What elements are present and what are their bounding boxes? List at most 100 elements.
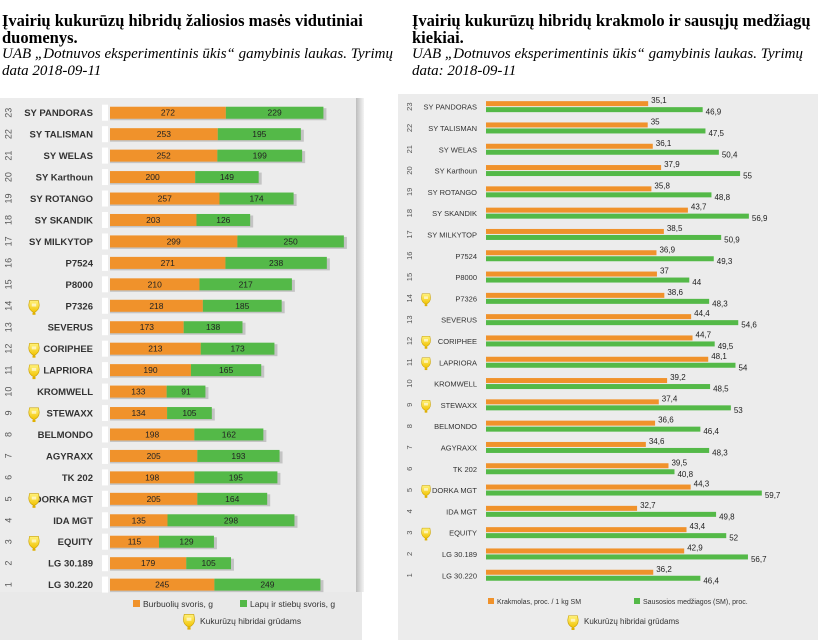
chart1-bar-label-burbuoles: 252 bbox=[157, 151, 171, 161]
chart1-bar-burbuoles bbox=[110, 364, 191, 377]
chart1-bar-label-burbuoles: 245 bbox=[155, 580, 169, 590]
chart1-bar-label-lapai: 126 bbox=[216, 215, 230, 225]
chart1-bar-lapai bbox=[194, 428, 264, 441]
chart1-bar-lapai bbox=[167, 514, 295, 527]
chart1-category-label: CORIPHEE bbox=[43, 344, 93, 355]
chart2-bar-label-krakmolas: 38,6 bbox=[667, 288, 683, 297]
chart2-category-label: P8000 bbox=[455, 273, 477, 282]
chart2-row-number: 17 bbox=[405, 230, 414, 238]
chart1-bar-label-lapai: 105 bbox=[202, 558, 216, 568]
chart1-grain-hybrid-icon bbox=[28, 536, 40, 551]
chart1-bar-burbuoles bbox=[110, 385, 167, 398]
chart1-bar-label-lapai: 249 bbox=[260, 580, 274, 590]
chart1-bar-lapai bbox=[195, 171, 259, 184]
chart1-row-number: 19 bbox=[3, 194, 13, 204]
chart1-category-label: SY SKANDIK bbox=[35, 215, 94, 226]
chart1-bar-label-lapai: 199 bbox=[253, 151, 267, 161]
chart1-legend-label-burbuoles: Burbuolių svoris, g bbox=[143, 599, 213, 609]
chart1-bar-burbuoles bbox=[110, 342, 201, 355]
chart2-row-number: 5 bbox=[405, 488, 414, 492]
chart1-bar-lapai bbox=[197, 449, 280, 462]
chart1-legend-label-lapai: Lapų ir stiebų svoris, g bbox=[250, 599, 335, 609]
chart2-bar-label-krakmolas: 35,8 bbox=[654, 181, 670, 190]
chart2-bar-krakmolas bbox=[486, 186, 652, 192]
chart2-bar-label-krakmolas: 43,4 bbox=[690, 522, 706, 531]
chart2-bar-label-sausosios: 47,5 bbox=[708, 129, 724, 138]
chart1-bar-lapai bbox=[237, 235, 344, 248]
chart2-category-label: STEWAXX bbox=[441, 401, 477, 410]
chart2-category-label: SY ROTANGO bbox=[428, 188, 477, 197]
chart2-category-label: P7524 bbox=[455, 252, 477, 261]
chart1-bar-lapai bbox=[225, 106, 324, 119]
chart1-bar-label-burbuoles: 271 bbox=[161, 258, 175, 268]
chart2-row-number: 21 bbox=[405, 145, 414, 153]
chart2-category-label: IDA MGT bbox=[446, 507, 477, 516]
chart2-title-bold: Įvairių kukurūzų hibridų krakmolo ir sau… bbox=[412, 11, 811, 47]
chart1-bar-label-burbuoles: 205 bbox=[147, 494, 161, 504]
chart2-bar-krakmolas bbox=[486, 207, 688, 213]
chart2-category-label: LG 30.189 bbox=[442, 550, 477, 559]
chart2-row-number: 1 bbox=[405, 573, 414, 577]
chart1-bar-label-lapai: 173 bbox=[230, 344, 244, 354]
chart1-row-slot bbox=[102, 340, 108, 357]
chart2-grain-hybrid-icon bbox=[421, 293, 431, 307]
chart2-title-sub: UAB „Dotnuvos eksperimentinis ūkis“ gamy… bbox=[412, 46, 803, 79]
chart1-bar-label-lapai: 217 bbox=[239, 279, 253, 289]
chart1-bar-label-burbuoles: 203 bbox=[146, 215, 160, 225]
chart2-bar-krakmolas bbox=[486, 356, 709, 362]
chart1-bar-label-lapai: 193 bbox=[231, 451, 245, 461]
chart1-bar-label-burbuoles: 173 bbox=[140, 322, 154, 332]
chart2-grain-hybrid-icon bbox=[421, 357, 431, 371]
chart1-row-number: 6 bbox=[3, 475, 13, 480]
chart2-bar-sausosios bbox=[486, 107, 703, 113]
chart1-bar-label-lapai: 165 bbox=[219, 365, 233, 375]
chart1-bar-label-burbuoles: 205 bbox=[147, 451, 161, 461]
chart2-legend-swatch-sausosios bbox=[634, 598, 640, 604]
chart2-row-number: 15 bbox=[405, 273, 414, 281]
chart2-bar-sausosios bbox=[486, 298, 710, 304]
chart1-bar-label-burbuoles: 213 bbox=[148, 344, 162, 354]
chart1-bar-label-burbuoles: 198 bbox=[145, 472, 159, 482]
chart1-row-slot bbox=[102, 211, 108, 228]
chart1-row-number: 1 bbox=[3, 582, 13, 587]
chart2-bar-label-sausosios: 46,4 bbox=[703, 576, 719, 585]
chart1-bar-burbuoles bbox=[110, 578, 215, 591]
chart2-row-number: 23 bbox=[405, 102, 414, 110]
chart2-bar-label-krakmolas: 37,9 bbox=[664, 160, 680, 169]
chart2-bar-label-sausosios: 46,9 bbox=[706, 108, 722, 117]
chart1-legend-swatch-burbuoles bbox=[133, 600, 140, 607]
chart2-bar-sausosios bbox=[486, 362, 736, 368]
chart2-bar-krakmolas bbox=[486, 101, 649, 107]
chart2-bar-label-sausosios: 49,3 bbox=[717, 257, 733, 266]
chart1-bar-burbuoles bbox=[110, 407, 168, 420]
chart1-bar-burbuoles bbox=[110, 535, 159, 548]
chart1-grain-hybrid-icon bbox=[28, 300, 40, 315]
chart1-row-number: 13 bbox=[3, 322, 13, 332]
chart2-bar-krakmolas bbox=[486, 335, 693, 341]
chart2-bar-label-sausosios: 48,3 bbox=[712, 299, 728, 308]
chart2-bar-label-sausosios: 48,8 bbox=[714, 193, 730, 202]
chart2-bar-label-krakmolas: 36,6 bbox=[658, 416, 674, 425]
chart2-bar-label-krakmolas: 43,7 bbox=[691, 203, 707, 212]
chart1-category-label: AGYRAXX bbox=[46, 451, 94, 462]
chart1-row-slot bbox=[102, 126, 108, 143]
chart2-bar-label-sausosios: 40,8 bbox=[677, 470, 693, 479]
chart2-bar-krakmolas bbox=[486, 548, 685, 554]
chart2-category-label: SY TALISMAN bbox=[428, 124, 477, 133]
chart1-bar-burbuoles bbox=[110, 471, 195, 484]
chart1-row-slot bbox=[102, 533, 108, 550]
chart1-row-number: 3 bbox=[3, 539, 13, 544]
chart1-row-number: 16 bbox=[3, 258, 13, 268]
chart1-row-number: 23 bbox=[3, 108, 13, 118]
chart1-bar-burbuoles bbox=[110, 299, 203, 312]
chart2-bar-krakmolas bbox=[486, 143, 653, 149]
chart1-bar-lapai bbox=[217, 149, 303, 162]
chart1-bar-burbuoles bbox=[110, 278, 200, 291]
chart1-bar-label-burbuoles: 200 bbox=[146, 172, 160, 182]
chart1-grain-hybrid-icon bbox=[28, 407, 40, 423]
chart1-bar-label-lapai: 149 bbox=[220, 172, 234, 182]
chart1-bar-lapai bbox=[196, 213, 251, 226]
chart2-bar-label-sausosios: 52 bbox=[729, 534, 738, 543]
chart2-bar-krakmolas bbox=[486, 165, 662, 171]
chart1-row-slot bbox=[102, 512, 108, 529]
